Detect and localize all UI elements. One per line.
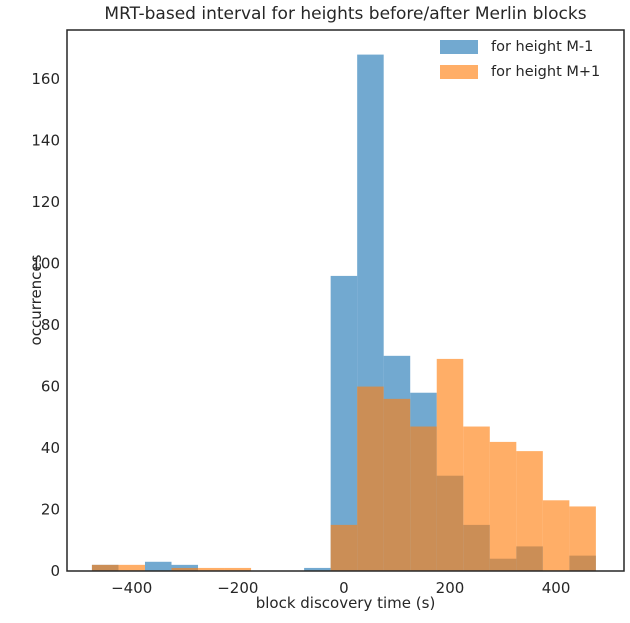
legend-label-m2: for height M+1 bbox=[491, 64, 601, 80]
x-tick-label: 0 bbox=[339, 579, 349, 597]
y-tick-label: 40 bbox=[41, 439, 60, 457]
y-tick-label: 0 bbox=[50, 562, 60, 580]
hist-bar-m2 bbox=[489, 441, 517, 571]
legend-item-m2: for height M+1 bbox=[440, 64, 600, 80]
hist-bar-m2 bbox=[357, 386, 384, 571]
hist-bar-m1 bbox=[330, 275, 358, 571]
hist-bar-m2 bbox=[198, 567, 225, 571]
legend-label-m1: for height M-1 bbox=[491, 39, 594, 55]
hist-bar-m2 bbox=[463, 426, 490, 571]
x-tick-label: −200 bbox=[217, 579, 258, 597]
y-tick-label: 20 bbox=[41, 501, 60, 519]
hist-bar-m2 bbox=[330, 524, 358, 571]
hist-bar-m2 bbox=[516, 451, 543, 571]
y-axis-label: occurrences bbox=[27, 254, 45, 346]
y-tick-label: 160 bbox=[31, 70, 60, 88]
x-tick-label: 200 bbox=[436, 579, 465, 597]
hist-bar-m1 bbox=[171, 564, 199, 571]
hist-bar-m2 bbox=[410, 426, 437, 571]
x-tick-label: −400 bbox=[111, 579, 152, 597]
hist-bar-m1 bbox=[144, 561, 172, 571]
y-tick-label: 60 bbox=[41, 378, 60, 396]
hist-bar-m2 bbox=[224, 567, 252, 571]
y-tick-label: 120 bbox=[31, 193, 60, 211]
x-axis-label: block discovery time (s) bbox=[255, 594, 436, 612]
hist-bar-m2 bbox=[383, 398, 411, 571]
hist-bar-m2 bbox=[171, 567, 199, 571]
plot-border bbox=[66, 29, 625, 572]
chart-title: MRT-based interval for heights before/af… bbox=[104, 4, 587, 24]
y-tick-label: 140 bbox=[31, 132, 60, 150]
hist-bar-m2 bbox=[118, 564, 145, 571]
y-tick-label: 100 bbox=[31, 255, 60, 273]
legend-swatch-m1 bbox=[440, 40, 478, 54]
x-tick-label: 400 bbox=[542, 579, 571, 597]
hist-bar-m2 bbox=[436, 358, 464, 571]
y-tick-label: 80 bbox=[41, 316, 60, 334]
hist-bar-m2 bbox=[542, 500, 570, 571]
legend-item-m1: for height M-1 bbox=[440, 39, 600, 55]
legend-swatch-m2 bbox=[440, 65, 478, 79]
legend: for height M-1 for height M+1 bbox=[440, 39, 600, 80]
hist-bar-m1 bbox=[304, 567, 331, 571]
hist-bar-m2 bbox=[91, 564, 119, 571]
hist-bar-m2 bbox=[569, 506, 596, 571]
